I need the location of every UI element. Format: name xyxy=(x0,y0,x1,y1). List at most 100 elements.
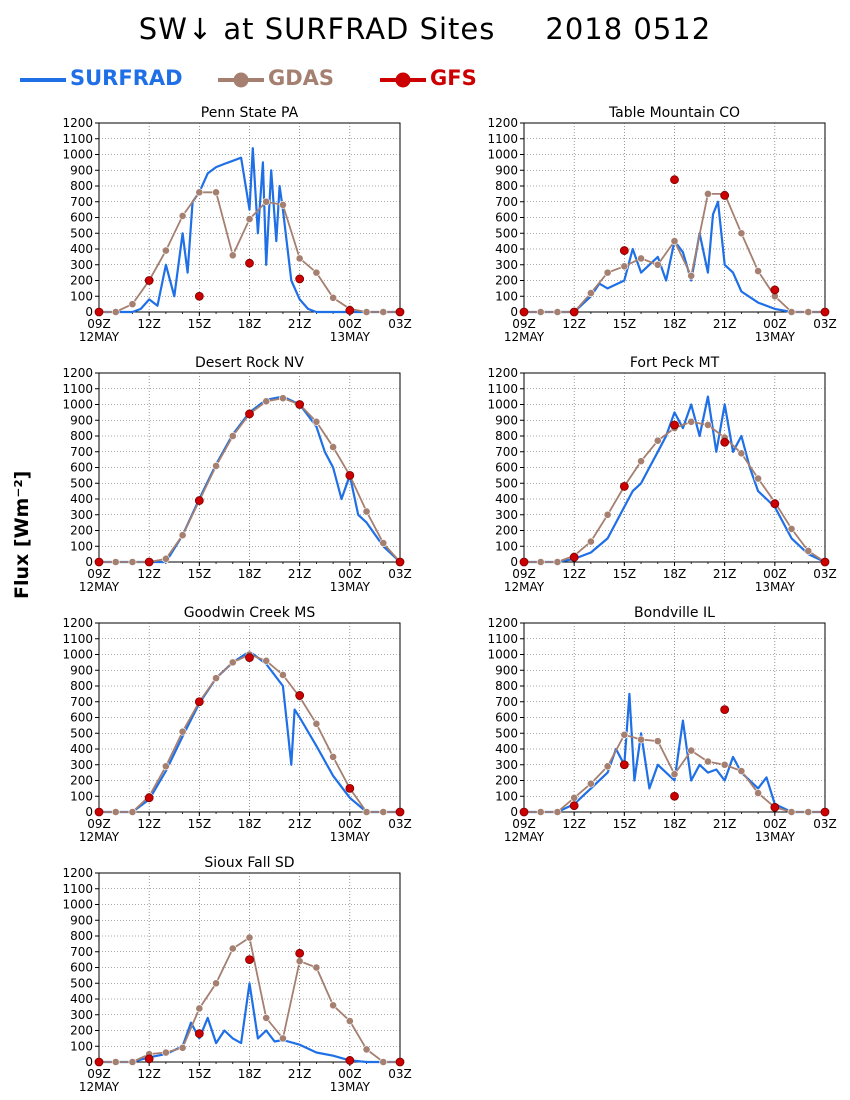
x-tick-label: 03Z xyxy=(388,817,412,831)
data-point-gdas xyxy=(362,1045,371,1054)
y-tick-label: 1200 xyxy=(487,366,518,380)
x-tick-label: 00Z xyxy=(763,567,787,581)
data-point-gdas xyxy=(178,1043,187,1052)
y-tick-label: 100 xyxy=(70,539,93,553)
data-point-gdas xyxy=(128,300,137,309)
data-point-gfs xyxy=(345,1056,355,1065)
data-point-gdas xyxy=(279,200,287,209)
x-tick-label: 21Z xyxy=(713,567,737,581)
y-tick-label: 1000 xyxy=(487,648,518,662)
legend-line-surfrad xyxy=(20,78,66,82)
data-point-gfs xyxy=(345,306,355,315)
data-point-gfs xyxy=(569,552,579,562)
data-point-gfs xyxy=(395,807,405,817)
data-point-gfs xyxy=(720,705,730,715)
data-point-gdas xyxy=(536,558,545,566)
x-tick-label: 00Z xyxy=(338,317,362,331)
x-tick-label: 03Z xyxy=(813,317,837,331)
data-point-gdas xyxy=(804,308,813,316)
y-tick-label: 500 xyxy=(70,726,93,740)
panel-title: Fort Peck MT xyxy=(630,355,720,371)
data-point-gfs xyxy=(194,1029,204,1039)
data-point-gdas xyxy=(804,808,813,816)
x-tick-label: 00Z xyxy=(338,817,362,831)
x-tick-label: 12Z xyxy=(562,317,586,331)
x-tick-label: 00Z xyxy=(338,567,362,581)
data-point-gdas xyxy=(687,417,696,426)
data-point-gdas xyxy=(737,229,746,238)
x-tick-label: 09Z xyxy=(87,1067,111,1081)
data-point-gdas xyxy=(704,189,712,198)
y-tick-label: 200 xyxy=(70,274,93,288)
y-tick-label: 700 xyxy=(495,695,518,709)
x-tick-label: 21Z xyxy=(713,817,737,831)
data-point-gfs xyxy=(245,955,254,965)
data-point-gfs xyxy=(820,807,830,817)
x-tick-label: 12Z xyxy=(137,567,161,581)
x-tick-label: 21Z xyxy=(288,817,312,831)
data-point-gfs xyxy=(619,246,629,255)
data-point-gdas xyxy=(670,770,679,779)
y-tick-label: 500 xyxy=(70,476,93,490)
data-point-gfs xyxy=(194,291,204,301)
data-point-gdas xyxy=(245,933,254,942)
data-point-gdas xyxy=(329,293,338,302)
data-point-gfs xyxy=(94,807,104,817)
data-point-gdas xyxy=(161,246,170,255)
data-point-gdas xyxy=(704,421,712,429)
x-tick-date: 12MAY xyxy=(504,830,545,844)
y-tick-label: 300 xyxy=(495,258,518,272)
panel-4: Goodwin Creek MS010020030040050060070080… xyxy=(62,605,411,844)
y-tick-label: 500 xyxy=(70,976,93,990)
data-point-gdas xyxy=(754,789,763,797)
y-tick-label: 700 xyxy=(70,445,93,459)
data-point-gdas xyxy=(195,188,204,197)
data-point-gfs xyxy=(144,557,154,567)
data-point-gdas xyxy=(245,215,254,223)
x-tick-label: 12Z xyxy=(137,1067,161,1081)
series-line-surfrad xyxy=(524,692,825,814)
panel-6: Sioux Fall SD010020030040050060070080090… xyxy=(62,855,411,1094)
x-tick-label: 03Z xyxy=(388,567,412,581)
x-tick-label: 00Z xyxy=(338,1067,362,1081)
x-tick-date: 12MAY xyxy=(504,580,545,594)
y-tick-label: 100 xyxy=(495,789,518,803)
y-tick-label: 200 xyxy=(495,524,518,538)
title-text: SW↓ at SURFRAD Sites xyxy=(138,12,496,46)
y-tick-label: 900 xyxy=(495,163,518,177)
y-tick-label: 200 xyxy=(70,1024,93,1038)
x-tick-label: 18Z xyxy=(663,567,687,581)
data-point-gdas xyxy=(687,271,696,280)
data-point-gdas xyxy=(362,308,371,316)
data-point-gdas xyxy=(329,443,338,451)
x-tick-date: 12MAY xyxy=(79,830,120,844)
data-point-gfs xyxy=(295,948,305,958)
legend-marker-gfs xyxy=(380,72,426,88)
data-point-gdas xyxy=(329,1001,338,1010)
y-tick-label: 1000 xyxy=(62,898,93,912)
data-point-gdas xyxy=(586,537,595,546)
y-tick-label: 200 xyxy=(70,524,93,538)
y-tick-label: 1000 xyxy=(62,398,93,412)
x-tick-label: 12Z xyxy=(562,567,586,581)
y-tick-label: 200 xyxy=(70,774,93,788)
panel-title: Goodwin Creek MS xyxy=(184,605,316,621)
y-tick-label: 800 xyxy=(495,429,518,443)
data-point-gdas xyxy=(804,547,813,555)
y-tick-label: 900 xyxy=(495,413,518,427)
y-tick-label: 400 xyxy=(70,742,93,756)
x-tick-label: 18Z xyxy=(238,1067,262,1081)
y-tick-label: 300 xyxy=(70,258,93,272)
data-point-gdas xyxy=(228,432,237,440)
data-point-gdas xyxy=(128,1058,137,1066)
data-point-gdas xyxy=(787,808,796,816)
data-point-gdas xyxy=(637,254,645,263)
data-point-gdas xyxy=(161,762,170,771)
data-point-gdas xyxy=(754,474,763,483)
x-tick-label: 21Z xyxy=(288,567,312,581)
x-tick-label: 00Z xyxy=(763,817,787,831)
data-point-gdas xyxy=(212,188,220,197)
legend-label-gfs: GFS xyxy=(430,66,477,90)
x-tick-label: 18Z xyxy=(663,317,687,331)
y-tick-label: 100 xyxy=(70,289,93,303)
